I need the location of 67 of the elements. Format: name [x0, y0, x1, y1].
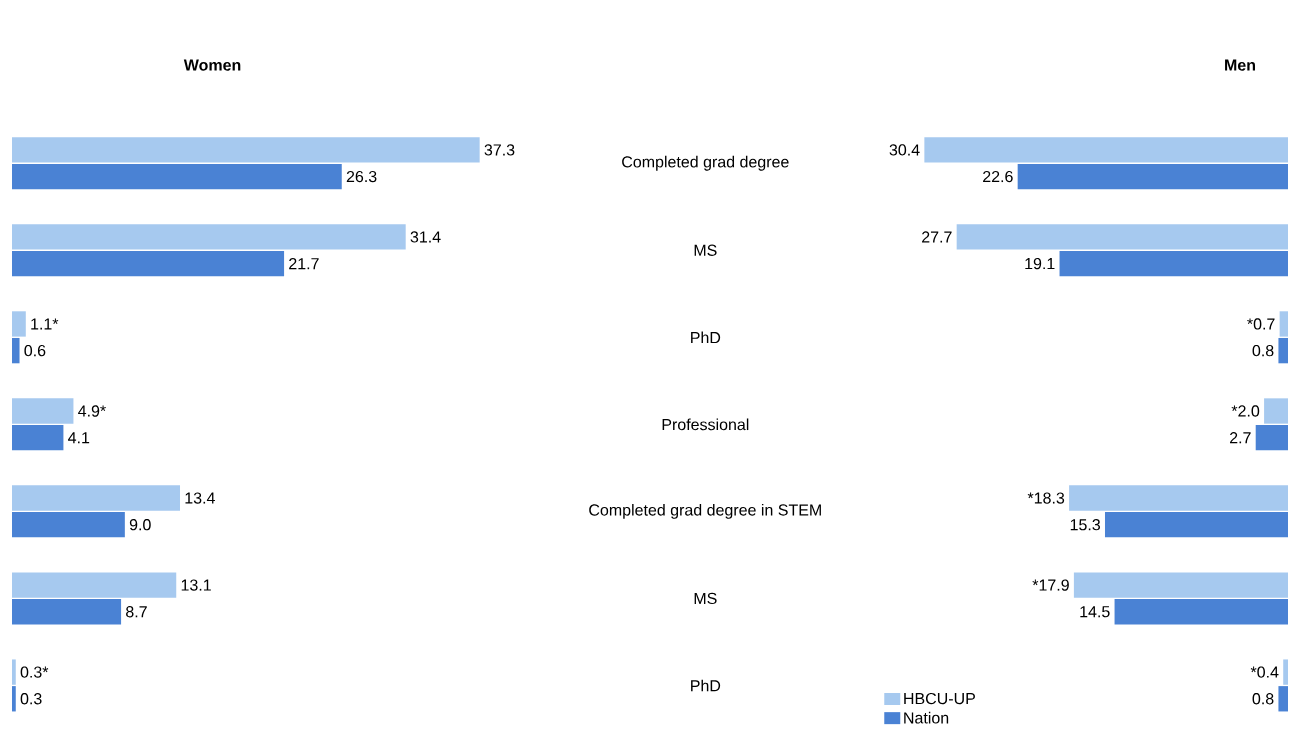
data-label: 13.1	[181, 579, 211, 591]
bar	[12, 686, 16, 712]
bar	[12, 659, 16, 685]
bar	[1017, 163, 1288, 190]
data-label: 4.1	[68, 432, 90, 444]
bar	[12, 337, 20, 364]
data-label: 4.9*	[78, 405, 106, 417]
bar	[12, 224, 406, 250]
bar	[12, 599, 122, 625]
legend-label: Nation	[904, 711, 949, 724]
bar	[12, 311, 26, 337]
bar	[1278, 337, 1288, 364]
y-tick-label: MS	[694, 244, 717, 256]
y-tick-label: Professional	[662, 418, 749, 431]
y-tick-label: Completed grad degree in STEM	[589, 503, 821, 519]
data-label: 0.8	[1252, 693, 1274, 705]
data-label: 8.7	[126, 606, 147, 618]
data-label: 14.5	[1080, 606, 1110, 618]
bar	[1114, 599, 1288, 625]
bar	[1264, 398, 1288, 424]
data-label: 21.7	[289, 258, 319, 270]
y-tick-label: MS	[694, 592, 717, 605]
data-label: 9.0	[129, 519, 151, 531]
data-label: 26.3	[346, 170, 377, 183]
bar	[1073, 572, 1288, 598]
data-label: *18.3	[1027, 492, 1065, 504]
bar	[12, 398, 74, 424]
bar	[1283, 659, 1288, 685]
bar	[1279, 311, 1288, 337]
data-label: 2.7	[1229, 432, 1251, 444]
data-label: *2.0	[1231, 405, 1260, 417]
chart-title: Men	[1225, 59, 1256, 71]
data-label: 0.3*	[20, 666, 49, 678]
y-tick-label: Completed grad degree	[622, 155, 789, 171]
bar	[12, 137, 480, 163]
bar	[12, 425, 64, 451]
data-label: 0.8	[1252, 344, 1274, 357]
data-label: 31.4	[410, 231, 441, 243]
data-label: 19.1	[1025, 257, 1055, 270]
data-label: 13.4	[185, 492, 215, 504]
data-label: 1.1*	[31, 318, 59, 330]
bar	[12, 512, 125, 538]
bar	[1059, 250, 1288, 277]
legend-label: HBCU-UP	[904, 692, 975, 705]
data-label: 0.6	[24, 344, 46, 357]
chart-title: Women	[183, 59, 241, 71]
bar	[1069, 485, 1288, 511]
data-label: 22.6	[983, 170, 1013, 183]
y-tick-label: PhD	[691, 331, 721, 344]
bar	[956, 224, 1288, 250]
bar	[1278, 686, 1288, 712]
data-label: *17.9	[1032, 579, 1069, 591]
bar	[924, 137, 1288, 163]
data-label: *0.7	[1247, 318, 1275, 330]
data-label: *0.4	[1250, 666, 1279, 678]
data-label: 37.3	[484, 144, 515, 156]
bar	[12, 485, 181, 511]
data-label: 15.3	[1070, 519, 1101, 531]
data-label: 0.3	[20, 693, 42, 705]
bar	[12, 163, 342, 190]
data-label: 30.4	[889, 144, 920, 156]
bar	[1104, 512, 1288, 538]
bar	[12, 572, 177, 598]
bar	[12, 250, 285, 277]
bar	[1255, 425, 1288, 451]
y-tick-label: PhD	[691, 679, 721, 692]
data-label: 27.7	[922, 231, 952, 243]
